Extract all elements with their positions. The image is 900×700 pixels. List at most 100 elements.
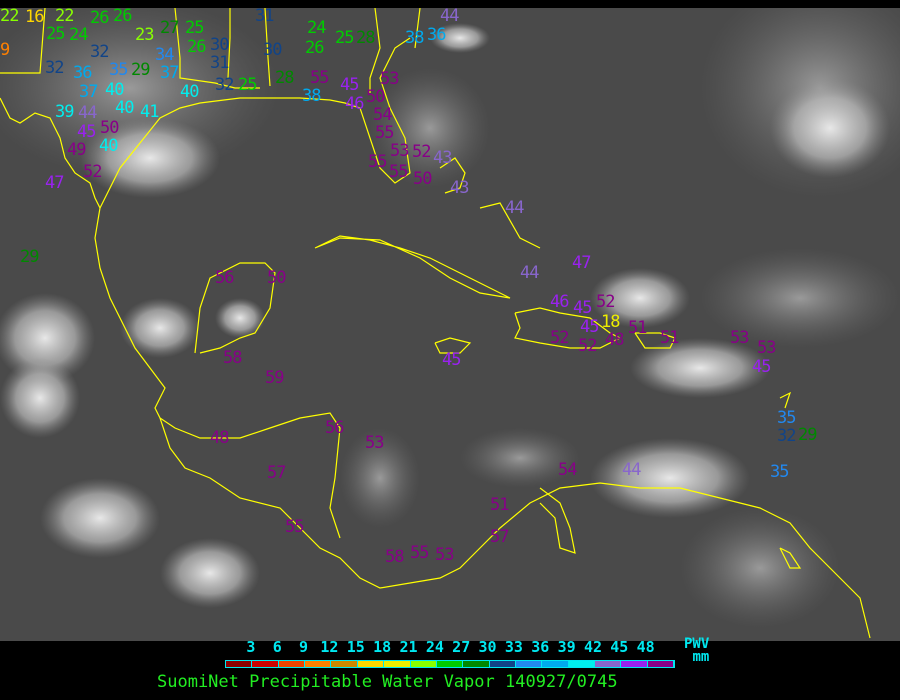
- station-pwv-label: 52: [550, 328, 570, 348]
- station-pwv-label: 25: [238, 75, 258, 95]
- station-pwv-label: 57: [490, 527, 510, 547]
- station-pwv-label: 39: [55, 102, 75, 122]
- legend-tick: 27: [452, 638, 471, 656]
- legend-swatch: [568, 661, 596, 667]
- legend-tick: 45: [610, 638, 629, 656]
- station-pwv-label: 35: [777, 408, 797, 428]
- station-pwv-label: 25: [335, 28, 355, 48]
- station-pwv-label: 31: [255, 8, 275, 26]
- station-pwv-label: 58: [385, 547, 405, 567]
- station-pwv-label: 52: [83, 162, 103, 182]
- station-pwv-label: 26: [113, 8, 133, 26]
- legend-swatch: [278, 661, 306, 667]
- station-pwv-label: 29: [798, 425, 818, 445]
- station-pwv-label: 40: [180, 82, 200, 102]
- station-pwv-label: 51: [660, 328, 680, 348]
- coastlines-and-borders: [0, 8, 871, 639]
- station-pwv-label: 40: [99, 136, 119, 156]
- station-pwv-label: 47: [572, 253, 592, 273]
- station-pwv-label: 55: [375, 123, 395, 143]
- legend-swatch: [384, 661, 411, 667]
- legend-tick: 30: [478, 638, 497, 656]
- station-pwv-label: 49: [67, 140, 87, 160]
- legend-tick: 33: [504, 638, 523, 656]
- legend-tick: 15: [346, 638, 365, 656]
- station-pwv-label: 38: [405, 28, 425, 48]
- station-pwv-label: 44: [78, 103, 98, 123]
- legend-tick: 21: [399, 638, 418, 656]
- station-pwv-label: 51: [490, 495, 510, 515]
- station-pwv-label: 58: [223, 348, 243, 368]
- station-pwv-label: 56: [325, 418, 345, 438]
- legend-swatch: [410, 661, 437, 667]
- station-pwv-label: 55: [310, 68, 330, 88]
- station-pwv-label: 37: [79, 82, 99, 102]
- station-pwv-label: 30: [263, 40, 283, 60]
- station-pwv-label: 45: [442, 350, 462, 370]
- station-pwv-label: 53: [435, 545, 455, 565]
- station-pwv-label: 44: [505, 198, 525, 218]
- station-pwv-label: 35: [770, 462, 790, 482]
- station-pwv-label: 54: [558, 460, 578, 480]
- station-pwv-label: 31: [210, 53, 230, 73]
- station-pwv-label: 28: [356, 28, 376, 48]
- station-pwv-label: 52: [578, 336, 598, 356]
- station-pwv-label: 32: [215, 75, 235, 95]
- color-legend: 3 6 9 12 15 18 21 24 27 30 33 36 39 42 45 48 PWV mm Suo…: [0, 637, 900, 700]
- legend-tick: 18: [373, 638, 392, 656]
- legend-tick: 36: [531, 638, 550, 656]
- station-pwv-label: 26: [305, 38, 325, 58]
- station-pwv-label: 57: [267, 463, 287, 483]
- legend-swatch: [331, 661, 358, 667]
- station-pwv-label: 45: [77, 122, 97, 142]
- station-pwv-label: 50: [413, 169, 433, 189]
- station-pwv-label: 26: [90, 8, 110, 28]
- legend-swatch: [252, 661, 279, 667]
- station-pwv-label: 47: [45, 173, 65, 193]
- station-pwv-label: 52: [412, 142, 432, 162]
- legend-tick: 42: [583, 638, 602, 656]
- station-pwv-label: 30: [210, 35, 230, 55]
- station-pwv-label: 50: [366, 87, 386, 107]
- station-pwv-label: 46: [550, 292, 570, 312]
- legend-swatch: [542, 661, 569, 667]
- legend-tick: 39: [557, 638, 576, 656]
- station-pwv-label: 32: [90, 42, 110, 62]
- station-pwv-label: 44: [520, 263, 540, 283]
- station-pwv-label: 43: [433, 148, 453, 168]
- station-pwv-label: 41: [140, 102, 160, 122]
- station-pwv-label: 46: [345, 94, 365, 114]
- station-pwv-label: 29: [131, 60, 151, 80]
- station-pwv-label: 25: [185, 18, 205, 38]
- station-pwv-label: 54: [373, 105, 393, 125]
- station-pwv-label: 45: [573, 298, 593, 318]
- station-labels: 22 16 22 26 26 25 24 25 27 23 32 32 36 35 29 34 37 26 30 31…: [0, 8, 900, 641]
- legend-swatch: [463, 661, 490, 667]
- station-pwv-label: 51: [628, 318, 648, 338]
- legend-tick: 9: [299, 638, 309, 656]
- station-pwv-label: 22: [55, 8, 75, 26]
- station-pwv-label: 53: [365, 433, 385, 453]
- legend-swatch: [436, 661, 464, 667]
- legend-swatch: [647, 661, 675, 667]
- station-pwv-label: 53: [380, 69, 400, 89]
- station-pwv-label: 36: [73, 63, 93, 83]
- station-pwv-label: 18: [601, 312, 621, 332]
- station-pwv-label: 55: [410, 543, 430, 563]
- station-pwv-label: 53: [730, 328, 750, 348]
- legend-tick: 6: [272, 638, 282, 656]
- station-pwv-label: 50: [267, 268, 287, 288]
- legend-tick: 3: [246, 638, 256, 656]
- station-pwv-label: 35: [109, 60, 129, 80]
- station-pwv-label: 40: [115, 98, 135, 118]
- legend-swatch: [595, 661, 622, 667]
- station-pwv-label: 32: [45, 58, 65, 78]
- station-pwv-label: 29: [20, 247, 40, 267]
- station-pwv-label: 32: [777, 426, 797, 446]
- station-pwv-label: 55: [285, 517, 305, 537]
- station-pwv-label: 38: [302, 86, 322, 106]
- station-pwv-label: 44: [440, 8, 460, 26]
- satellite-map: 22 16 22 26 26 25 24 25 27 23 32 32 36 35 29 34 37 26 30 31…: [0, 8, 900, 641]
- station-pwv-label: 24: [307, 18, 327, 38]
